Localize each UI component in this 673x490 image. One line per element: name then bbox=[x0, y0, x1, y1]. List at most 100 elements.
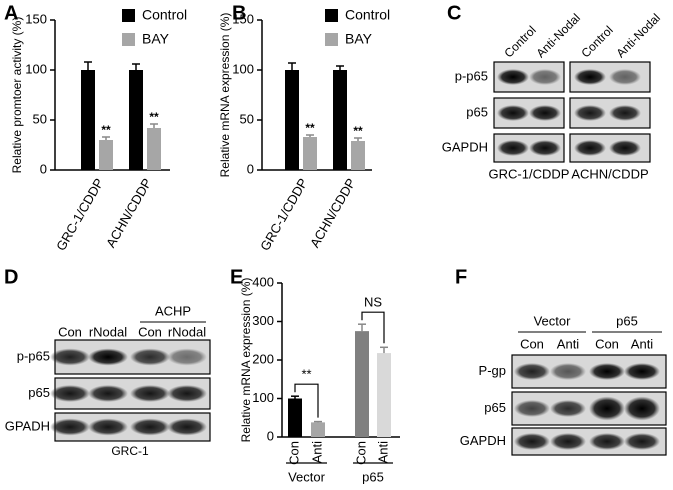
group-label: p65 bbox=[362, 469, 384, 484]
bar bbox=[99, 140, 113, 170]
y-tick-label: 0 bbox=[40, 161, 47, 176]
y-tick-label: 150 bbox=[25, 11, 47, 26]
legend-swatch bbox=[122, 9, 135, 22]
blot-band bbox=[550, 400, 586, 417]
bar bbox=[351, 141, 365, 170]
x-tick-label: Anti bbox=[375, 441, 390, 464]
blot-band bbox=[514, 363, 550, 380]
row-label: GPADH bbox=[5, 418, 50, 433]
column-label: Con bbox=[58, 324, 82, 339]
blot-band bbox=[589, 363, 625, 380]
blot-band bbox=[529, 140, 561, 156]
bar bbox=[333, 70, 347, 170]
row-label: p65 bbox=[466, 104, 488, 119]
y-tick-label: 0 bbox=[247, 161, 254, 176]
y-tick-label: 50 bbox=[33, 111, 47, 126]
group-label: Vector bbox=[534, 313, 572, 328]
bar bbox=[147, 128, 161, 170]
column-label: Anti-Nodal bbox=[613, 11, 663, 61]
x-tick-label: Con bbox=[286, 441, 301, 465]
column-label: rNodal bbox=[168, 324, 206, 339]
bar bbox=[311, 422, 325, 437]
blot-band bbox=[497, 140, 529, 156]
blot-band bbox=[50, 348, 90, 366]
blot-band bbox=[167, 418, 207, 436]
blot-band bbox=[574, 105, 606, 121]
bar bbox=[377, 353, 391, 437]
row-label: GAPDH bbox=[460, 433, 506, 448]
blot-band bbox=[529, 69, 561, 85]
comparison-label: NS bbox=[364, 295, 382, 310]
panel-letter: F bbox=[455, 266, 467, 288]
y-tick-label: 0 bbox=[267, 428, 274, 443]
legend-swatch bbox=[325, 9, 338, 22]
legend-label: Control bbox=[345, 7, 390, 23]
header-label: ACHP bbox=[155, 303, 191, 318]
blot-band bbox=[497, 69, 529, 85]
blot-band bbox=[130, 385, 170, 402]
comparison-label: ** bbox=[301, 367, 311, 382]
blot-band bbox=[88, 418, 128, 436]
bar bbox=[285, 70, 299, 170]
blot-band bbox=[529, 105, 561, 121]
cell-line-label: ACHN/CDDP bbox=[571, 166, 648, 181]
panel-letter: B bbox=[232, 2, 246, 24]
bar bbox=[129, 70, 143, 170]
blot-band bbox=[609, 69, 641, 85]
blot-band bbox=[624, 433, 660, 450]
significance: ** bbox=[353, 124, 363, 138]
bar bbox=[81, 70, 95, 170]
y-tick-label: 100 bbox=[25, 61, 47, 76]
row-label: p-p65 bbox=[17, 348, 50, 363]
x-tick-label: GRC-1/CDDP bbox=[53, 176, 106, 254]
footer-label: GRC-1 bbox=[111, 444, 149, 458]
y-tick-label: 100 bbox=[232, 61, 254, 76]
column-label: Control bbox=[578, 23, 615, 60]
y-tick-label: 200 bbox=[252, 351, 274, 366]
y-tick-label: 300 bbox=[252, 313, 274, 328]
bar bbox=[355, 331, 369, 437]
x-tick-label: GRC-1/CDDP bbox=[257, 176, 310, 254]
panel-letter: C bbox=[447, 2, 461, 24]
significance: ** bbox=[149, 110, 159, 124]
blot-band bbox=[50, 418, 90, 436]
blot-band bbox=[497, 105, 529, 121]
x-tick-label: ACHN/CDDP bbox=[103, 176, 155, 250]
legend-label: BAY bbox=[142, 31, 170, 47]
y-tick-label: 100 bbox=[252, 390, 274, 405]
blot-band bbox=[130, 418, 170, 436]
comparison-bracket bbox=[294, 383, 319, 418]
cell-line-label: GRC-1/CDDP bbox=[489, 166, 570, 181]
panel-letter: A bbox=[4, 2, 18, 24]
x-tick-label: ACHN/CDDP bbox=[307, 176, 359, 250]
blot-band bbox=[130, 348, 170, 366]
blot-band bbox=[609, 105, 641, 121]
y-axis-label: Relative mRNA expression (%) bbox=[218, 13, 232, 178]
column-label: Con bbox=[138, 324, 162, 339]
blot-band bbox=[624, 396, 660, 421]
blot-band bbox=[574, 69, 606, 85]
x-tick-label: Anti bbox=[309, 441, 324, 464]
legend-swatch bbox=[122, 33, 135, 46]
comparison-bracket bbox=[361, 311, 385, 344]
legend-label: BAY bbox=[345, 31, 373, 47]
column-label: Anti-Nodal bbox=[533, 11, 583, 61]
row-label: p65 bbox=[28, 385, 50, 400]
y-axis-label: Relative mRNA expression (%) bbox=[239, 278, 253, 443]
x-tick-label: Con bbox=[353, 441, 368, 465]
column-label: rNodal bbox=[89, 324, 127, 339]
blot-band bbox=[550, 363, 586, 380]
blot-band bbox=[550, 433, 586, 450]
bar bbox=[288, 398, 302, 437]
panel-letter: E bbox=[230, 266, 243, 288]
row-label: GAPDH bbox=[442, 139, 488, 154]
panel-letter: D bbox=[4, 266, 18, 288]
blot-band bbox=[589, 433, 625, 450]
blot-band bbox=[88, 385, 128, 402]
significance: ** bbox=[305, 121, 315, 135]
row-label: P-gp bbox=[479, 363, 506, 378]
significance: ** bbox=[101, 123, 111, 137]
column-label: Con bbox=[595, 336, 619, 351]
blot-band bbox=[167, 348, 207, 366]
